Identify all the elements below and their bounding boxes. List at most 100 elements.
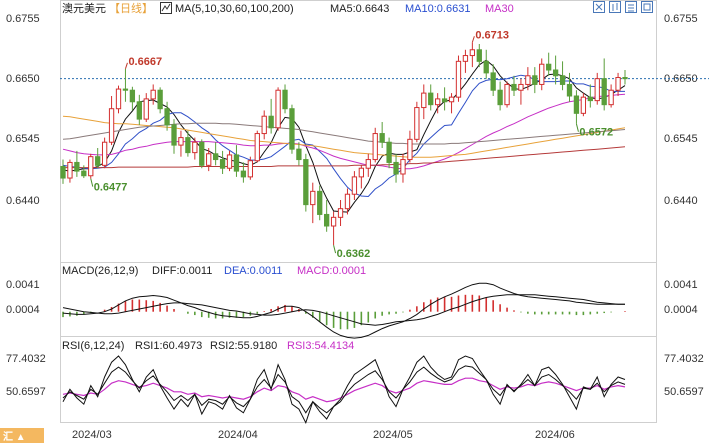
annotation-leader [333,244,337,254]
candle-body [351,176,358,195]
candle-body [212,153,219,161]
rsi3-line [62,377,626,403]
indicator-icon[interactable] [625,1,637,13]
candle-body [580,96,587,114]
logo-badge: 汇 ▲ [0,428,44,443]
candle-body [414,107,420,140]
macd-diff-line [62,282,625,339]
candle-body [101,141,108,166]
candle-up [344,188,351,215]
candle-down [219,150,226,174]
candle-down [483,49,489,79]
candle-body [441,98,448,103]
rsi2-value: RSI2:55.9180 [210,340,277,352]
macd-dea-value: DEA:0.0011 [224,265,283,277]
candle-body [386,141,392,163]
candle-body [407,138,413,161]
candle-body [324,213,330,227]
candle-body [275,89,281,129]
price-annotations: 0.6667 0.6477 0.6362 0.6713 0.6572 [90,29,613,260]
candle-down [476,44,482,68]
candle-down [622,70,628,85]
candle-body [546,63,552,71]
candle-down [74,150,80,177]
rsi-axis: 77.4032 50.6597 77.4032 50.6597 [6,353,704,398]
ma5-value: MA5:0.6643 [330,3,389,15]
candle-body [532,75,538,85]
candle-body [254,133,260,162]
x-tick-label: 2024/04 [218,429,258,441]
candle-body [303,159,309,206]
candle-up [448,93,455,114]
candle-up [608,84,614,108]
candle-body [455,60,462,98]
candle-body [435,98,441,106]
candle-down [379,122,385,148]
candle-body [511,83,517,91]
candle-up [365,153,371,177]
bar-style-icon[interactable] [609,1,621,13]
candle-body [622,77,628,80]
candle-body [150,89,156,100]
candle-body [108,108,115,143]
candle-body [268,115,274,129]
candle-up [275,87,281,131]
candle-up [518,78,524,105]
candle-body [365,159,371,169]
candle-body [587,96,593,102]
candle-body [566,83,573,97]
fullscreen-icon[interactable] [641,1,653,13]
candle-body [421,92,427,109]
rsi-header: RSI(6,12,24) RSI1:60.4973 RSI2:55.9180 R… [62,340,354,352]
candle-down [552,55,559,85]
macd-header: MACD(26,12,9) DIFF:0.0011 DEA:0.0011 MAC… [62,265,366,277]
x-tick-label: 2024/03 [72,429,112,441]
candle-up [143,93,149,122]
chart-header: 澳元美元 【日线】 MA(5,10,30,60,100,200) MA5:0.6… [62,1,514,15]
ma10-value: MA10:0.6631 [405,3,470,15]
candle-body [573,95,580,114]
candle-down [546,52,552,76]
candle-body [81,170,87,177]
macd-label: MACD(26,12,9) [62,265,138,277]
macd-tick-label: 0.0041 [664,279,698,291]
candle-up [108,96,115,146]
compare-icon[interactable] [593,1,605,13]
candle-body [136,101,142,120]
ma-params-label: MA(5,10,30,60,100,200) [175,3,294,15]
ma30-line [62,93,626,170]
candle-up [469,42,476,68]
candle-down [566,72,573,102]
candle-up [261,110,267,140]
candle-down [490,64,496,96]
candle-down [164,101,170,131]
candle-body [296,148,302,161]
candle-body [601,78,607,106]
candle-body [476,49,482,62]
candle-down [587,84,593,108]
candle-down [532,67,538,94]
candle-down [122,68,129,102]
ma10-line [62,74,625,198]
period-label[interactable]: 【日线】 [109,1,153,15]
candle-body [206,153,212,166]
candle-up [150,84,156,105]
candle-down [212,142,219,166]
candle-up [247,156,253,180]
candle-down [171,119,177,154]
candle-body [559,75,566,85]
candle-down [282,84,288,114]
candle-up [615,72,621,96]
macd-diff-value: DIFF:0.0011 [152,265,212,277]
macd-tick-label: 0.0004 [664,304,698,316]
candle-down [233,145,240,177]
candle-up [358,165,364,189]
candle-style-icon[interactable] [160,2,172,14]
candle-body [490,72,496,91]
price-tick-label: 0.6650 [6,73,40,85]
candle-up [330,211,337,246]
candle-body [337,208,344,218]
low-annotation-label: 0.6477 [94,182,128,194]
candle-up [372,127,378,163]
